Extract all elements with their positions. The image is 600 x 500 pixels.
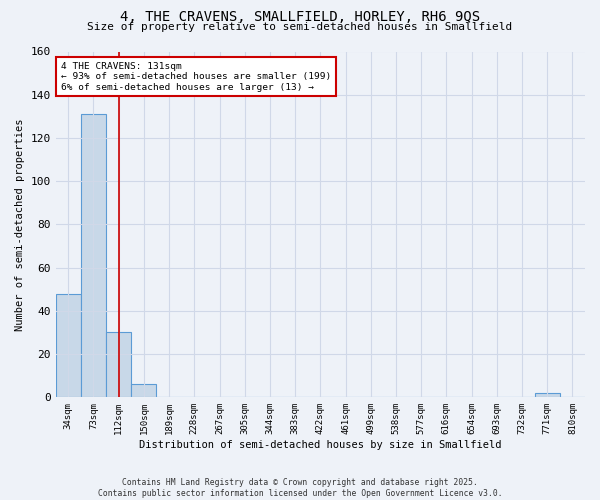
Text: Size of property relative to semi-detached houses in Smallfield: Size of property relative to semi-detach… (88, 22, 512, 32)
Bar (56, 294, 81, 398)
Text: Contains HM Land Registry data © Crown copyright and database right 2025.
Contai: Contains HM Land Registry data © Crown c… (98, 478, 502, 498)
X-axis label: Distribution of semi-detached houses by size in Smallfield: Distribution of semi-detached houses by … (139, 440, 502, 450)
Y-axis label: Number of semi-detached properties: Number of semi-detached properties (15, 118, 25, 330)
Text: 4 THE CRAVENS: 131sqm
← 93% of semi-detached houses are smaller (199)
6% of semi: 4 THE CRAVENS: 131sqm ← 93% of semi-deta… (61, 62, 331, 92)
Bar (535, 393, 560, 398)
Bar (106, 332, 131, 398)
Bar (131, 384, 157, 398)
Bar (81, 114, 106, 398)
Text: 4, THE CRAVENS, SMALLFIELD, HORLEY, RH6 9QS: 4, THE CRAVENS, SMALLFIELD, HORLEY, RH6 … (120, 10, 480, 24)
